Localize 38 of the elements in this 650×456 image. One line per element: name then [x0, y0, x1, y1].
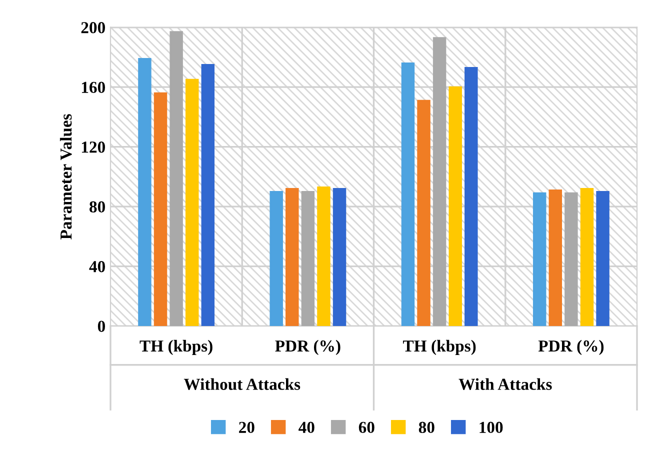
y-tick-label: 40 — [89, 261, 106, 272]
bar — [286, 188, 299, 326]
bar — [432, 37, 446, 326]
bar — [596, 190, 610, 326]
bar — [548, 189, 562, 326]
bar — [532, 192, 546, 326]
bar — [564, 192, 578, 326]
bar — [201, 64, 215, 326]
bar — [138, 58, 152, 326]
bar — [401, 62, 415, 326]
bar — [464, 66, 478, 326]
bar — [185, 78, 199, 326]
x-tick-label: TH (kbps) — [403, 340, 476, 356]
bar — [170, 31, 183, 326]
legend-label: 80 — [418, 422, 434, 434]
bar — [580, 188, 594, 326]
x-tick-label: PDR (%) — [275, 340, 340, 356]
bar — [301, 190, 315, 326]
y-tick-label: 160 — [82, 82, 106, 94]
text: Without Attacks — [184, 378, 300, 390]
y-tick-label: 200 — [81, 22, 106, 34]
x-tick-label: TH (kbps) — [140, 340, 212, 356]
y-tick-label: 0 — [98, 320, 106, 332]
bar — [270, 190, 283, 326]
bar — [448, 86, 462, 326]
bar — [154, 92, 168, 326]
bar — [317, 186, 330, 326]
x-tick-label: PDR (%) — [538, 340, 604, 356]
legend-label: 60 — [358, 422, 374, 434]
legend-label: 20 — [239, 422, 254, 434]
legend-label: 40 — [298, 422, 314, 434]
bar — [332, 188, 346, 326]
bar — [417, 100, 430, 326]
y-tick-label: 80 — [90, 201, 106, 213]
y-tick-label: 120 — [82, 142, 106, 153]
y-axis-title: Parameter Values — [60, 114, 72, 240]
legend-label: 100 — [480, 422, 503, 434]
text: With Attacks — [458, 378, 552, 390]
